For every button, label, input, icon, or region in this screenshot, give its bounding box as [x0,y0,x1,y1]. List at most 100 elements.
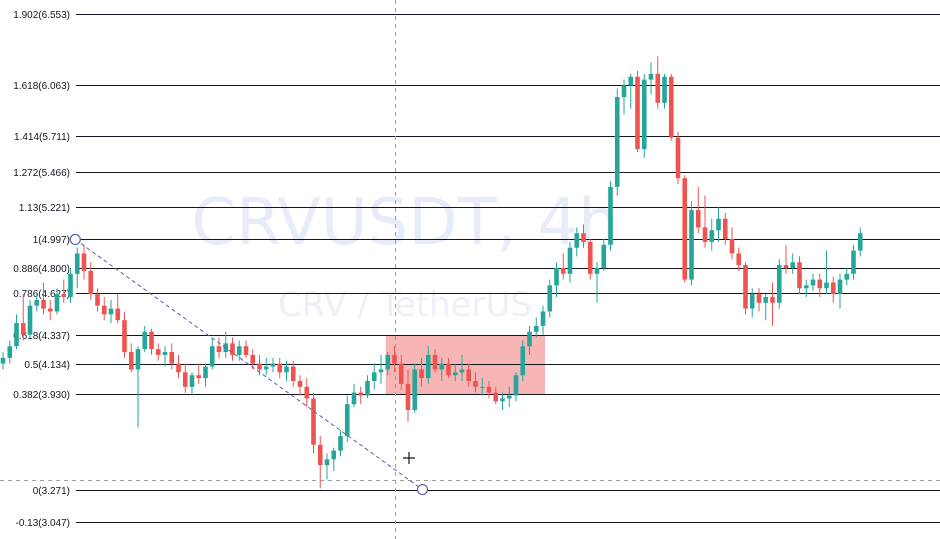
candle-body [378,369,384,373]
candle [419,357,424,387]
candle [169,343,175,370]
candle-body [405,383,411,410]
candle [668,73,674,141]
candle-body [473,381,478,387]
watermark-pair-name: CRV / TetherUS [278,285,532,325]
candle [608,181,613,251]
candle [574,227,580,257]
candle [68,268,73,303]
candle [344,395,350,442]
candle-body [743,265,748,309]
candle [284,360,289,382]
candle-body [419,369,424,379]
candle [270,357,276,373]
candle [311,392,316,454]
candle [439,357,445,382]
candle-body [540,311,546,326]
candle [743,262,748,315]
candle-body [803,285,809,289]
candle-body [358,392,364,396]
candle [230,337,235,361]
candle-body [155,349,161,355]
candle [405,369,411,422]
candle-body [567,247,573,274]
candle [95,288,100,312]
candle [385,352,391,376]
candle-body [466,369,472,382]
candle-body [736,253,742,266]
candle-body [702,227,708,242]
candle-body [810,279,816,286]
candle [554,262,559,297]
candle [297,375,303,396]
candle-body [493,392,499,402]
candle [0,352,6,370]
candle [466,363,472,387]
candle-body [371,372,377,382]
candle-body [763,296,769,303]
candle-body [783,265,789,268]
candle [594,262,600,303]
candle-body [392,354,397,364]
candle [722,212,728,245]
candle-body [574,233,580,248]
candle [797,256,802,295]
candle-body [142,331,148,350]
candle [182,363,188,393]
trend-line-start-handle[interactable] [69,233,81,246]
candle-body [560,268,566,274]
fib-level-label: 0.786(4.627) [13,289,70,300]
candle [47,299,53,321]
candle [500,392,505,410]
candle [648,62,654,95]
candle-body [648,73,654,80]
candle-body [446,363,451,376]
fib-level-label: 1.13(5.221) [19,203,70,214]
candle-body [824,282,829,289]
candle-body [74,253,80,274]
candle-body [689,210,694,280]
candle [263,357,269,376]
candle [581,224,586,248]
candle-body [189,375,195,387]
candle [770,282,775,326]
fib-trend-dashed-line[interactable] [74,239,423,490]
candle-body [506,395,512,399]
candle [486,381,492,399]
fib-level-label: 0.382(3.930) [13,390,70,401]
fib-level-label: 0.618(4.337) [13,331,70,342]
candle-body [452,372,458,376]
candle [547,279,553,318]
candle-body [439,363,445,370]
candle [81,244,87,280]
candle [682,175,688,283]
candle-body [284,366,289,373]
candle-body [641,79,647,150]
candle [196,363,202,384]
candle [277,357,283,379]
candle [756,288,762,312]
candle-body [20,323,26,335]
candle [662,73,667,109]
candle-body [338,436,343,451]
watermark-symbol: CRVUSDT, 4h [191,186,618,260]
candle-body [236,346,242,355]
candle-body [675,137,681,179]
candle [844,268,850,286]
candle-body [41,299,46,309]
trend-line-end-handle[interactable] [416,483,429,496]
candle-body [594,268,600,274]
candle-body [662,76,667,103]
candle-body [412,369,418,410]
fib-level-label: 1.902(6.553) [13,10,70,21]
candle [824,250,829,295]
fibonacci-levels[interactable]: 1.902(6.553) 1.618(6.063) 1.414(5.711) 1.27… [13,10,940,529]
candle-body [317,444,323,466]
candle [729,227,735,260]
fib-level-label: 0(3.271) [33,486,70,497]
candle-body [331,450,337,460]
fib-trend-line[interactable] [69,233,429,496]
